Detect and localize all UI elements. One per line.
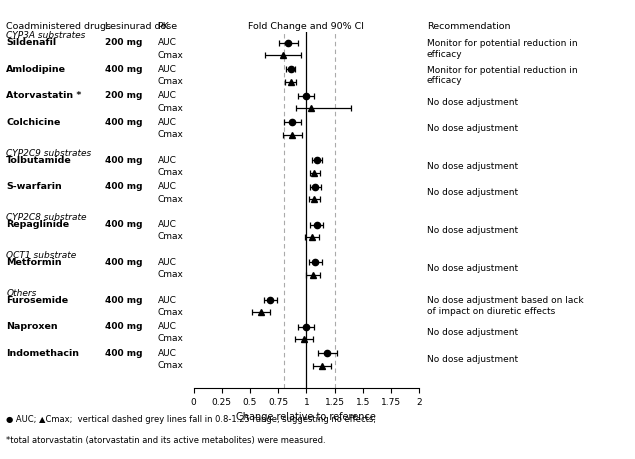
Text: No dose adjustment based on lack
of impact on diuretic effects: No dose adjustment based on lack of impa… <box>427 297 584 316</box>
Text: AUC: AUC <box>157 220 177 229</box>
Text: Atorvastatin *: Atorvastatin * <box>6 91 82 101</box>
Text: Coadministered drugs: Coadministered drugs <box>6 22 111 31</box>
Text: Sildenafil: Sildenafil <box>6 38 57 47</box>
Text: AUC: AUC <box>157 65 177 74</box>
Text: Cmax: Cmax <box>157 335 184 343</box>
Text: 400 mg: 400 mg <box>105 258 142 267</box>
Text: Cmax: Cmax <box>157 77 184 86</box>
Text: AUC: AUC <box>157 91 177 101</box>
Text: Amlodipine: Amlodipine <box>6 65 66 74</box>
Text: AUC: AUC <box>157 258 177 267</box>
Text: 400 mg: 400 mg <box>105 322 142 331</box>
Text: AUC: AUC <box>157 156 177 165</box>
Text: Furosemide: Furosemide <box>6 296 69 304</box>
Text: No dose adjustment: No dose adjustment <box>427 124 518 133</box>
Text: Cmax: Cmax <box>157 308 184 317</box>
Text: Cmax: Cmax <box>157 104 184 113</box>
Text: Tolbutamide: Tolbutamide <box>6 156 72 165</box>
Text: Indomethacin: Indomethacin <box>6 349 79 358</box>
Text: AUC: AUC <box>157 118 177 127</box>
Text: CYP2C9 substrates: CYP2C9 substrates <box>6 149 91 158</box>
Text: Others: Others <box>6 289 37 298</box>
Text: ● AUC; ▲Cmax;  vertical dashed grey lines fall in 0.8-1.25 range, suggesting no : ● AUC; ▲Cmax; vertical dashed grey lines… <box>6 415 377 425</box>
Text: 200 mg: 200 mg <box>105 91 142 101</box>
Text: No dose adjustment: No dose adjustment <box>427 162 518 171</box>
Text: OCT1 substrate: OCT1 substrate <box>6 251 77 260</box>
Text: CYP3A substrates: CYP3A substrates <box>6 31 86 40</box>
X-axis label: Change relative to reference: Change relative to reference <box>236 412 377 422</box>
Text: 400 mg: 400 mg <box>105 65 142 74</box>
Text: 200 mg: 200 mg <box>105 38 142 47</box>
Text: Lesinurad dose: Lesinurad dose <box>105 22 177 31</box>
Text: AUC: AUC <box>157 296 177 304</box>
Text: Cmax: Cmax <box>157 232 184 241</box>
Text: Cmax: Cmax <box>157 361 184 370</box>
Text: Recommendation: Recommendation <box>427 22 510 31</box>
Text: 400 mg: 400 mg <box>105 182 142 191</box>
Text: AUC: AUC <box>157 322 177 331</box>
Text: 400 mg: 400 mg <box>105 118 142 127</box>
Text: CYP2C8 substrate: CYP2C8 substrate <box>6 213 87 222</box>
Text: No dose adjustment: No dose adjustment <box>427 98 518 106</box>
Text: Repaglinide: Repaglinide <box>6 220 69 229</box>
Text: AUC: AUC <box>157 182 177 191</box>
Text: Monitor for potential reduction in
efficacy: Monitor for potential reduction in effic… <box>427 39 577 59</box>
Text: 400 mg: 400 mg <box>105 296 142 304</box>
Text: No dose adjustment: No dose adjustment <box>427 355 518 364</box>
Text: *total atorvastatin (atorvastatin and its active metabolites) were measured.: *total atorvastatin (atorvastatin and it… <box>6 436 326 445</box>
Text: PK: PK <box>157 22 170 31</box>
Text: AUC: AUC <box>157 349 177 358</box>
Text: 400 mg: 400 mg <box>105 220 142 229</box>
Text: Monitor for potential reduction in
efficacy: Monitor for potential reduction in effic… <box>427 66 577 85</box>
Text: Colchicine: Colchicine <box>6 118 61 127</box>
Text: No dose adjustment: No dose adjustment <box>427 328 518 337</box>
Text: No dose adjustment: No dose adjustment <box>427 226 518 235</box>
Text: 400 mg: 400 mg <box>105 349 142 358</box>
Text: Cmax: Cmax <box>157 270 184 279</box>
Text: Cmax: Cmax <box>157 195 184 204</box>
Text: Cmax: Cmax <box>157 130 184 140</box>
Text: AUC: AUC <box>157 38 177 47</box>
Text: 400 mg: 400 mg <box>105 156 142 165</box>
Text: No dose adjustment: No dose adjustment <box>427 189 518 197</box>
Text: S-warfarin: S-warfarin <box>6 182 62 191</box>
Text: Cmax: Cmax <box>157 50 184 60</box>
Text: Metformin: Metformin <box>6 258 62 267</box>
Text: Fold Change and 90% CI: Fold Change and 90% CI <box>248 22 364 31</box>
Text: Naproxen: Naproxen <box>6 322 58 331</box>
Text: No dose adjustment: No dose adjustment <box>427 264 518 273</box>
Text: Cmax: Cmax <box>157 168 184 177</box>
